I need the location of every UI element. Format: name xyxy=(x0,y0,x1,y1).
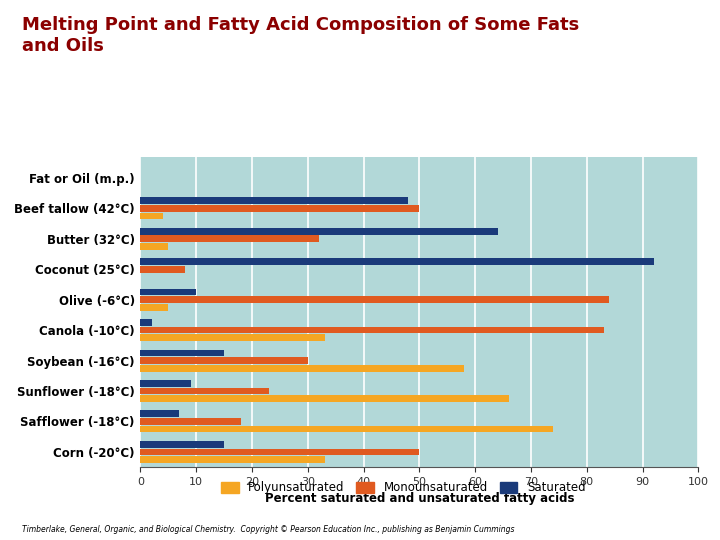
Bar xyxy=(140,258,654,265)
Bar xyxy=(140,213,163,219)
Bar xyxy=(140,365,464,372)
Text: Melting Point and Fatty Acid Composition of Some Fats
and Oils: Melting Point and Fatty Acid Composition… xyxy=(22,16,579,55)
Bar xyxy=(140,388,269,394)
Bar xyxy=(140,380,191,387)
Text: Timberlake, General, Organic, and Biological Chemistry.  Copyright © Pearson Edu: Timberlake, General, Organic, and Biolog… xyxy=(22,524,514,534)
Bar xyxy=(140,349,224,356)
Bar xyxy=(140,289,196,295)
Bar xyxy=(140,304,168,310)
Bar xyxy=(140,198,408,204)
Bar xyxy=(140,426,554,433)
Bar xyxy=(140,395,509,402)
Bar xyxy=(140,418,240,425)
Bar xyxy=(140,327,603,334)
Bar xyxy=(140,243,168,249)
Bar xyxy=(140,235,319,242)
Bar xyxy=(140,296,609,303)
Bar xyxy=(140,319,152,326)
Legend: Polyunsaturated, Monounsaturated, Saturated: Polyunsaturated, Monounsaturated, Satura… xyxy=(216,477,590,499)
Bar xyxy=(140,266,185,273)
Bar xyxy=(140,334,325,341)
Bar xyxy=(140,441,224,448)
X-axis label: Percent saturated and unsaturated fatty acids: Percent saturated and unsaturated fatty … xyxy=(265,492,574,505)
Bar xyxy=(140,449,419,455)
Bar xyxy=(140,410,179,417)
Bar xyxy=(140,205,419,212)
Bar xyxy=(140,228,498,234)
Bar xyxy=(140,357,308,364)
Bar xyxy=(140,456,325,463)
